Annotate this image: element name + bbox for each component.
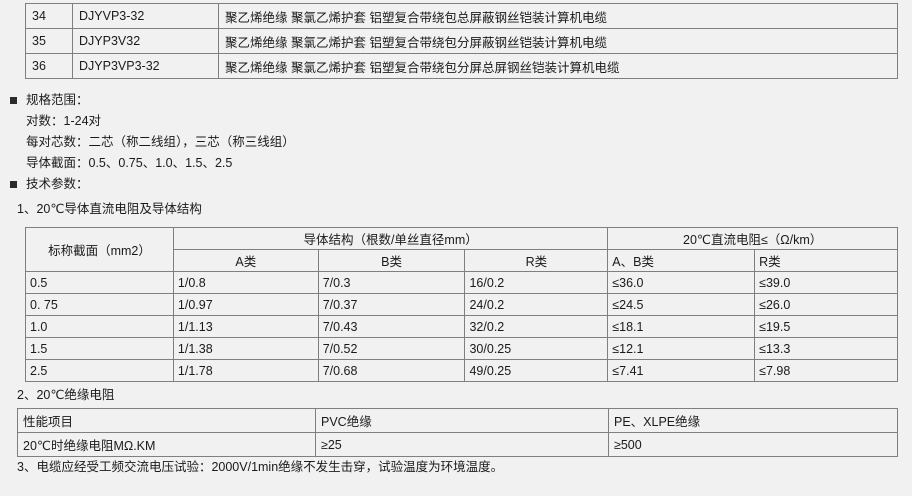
model-row-code: DJYVP3-32 xyxy=(72,3,219,29)
square-bullet-icon xyxy=(10,181,17,188)
cell-class-b: 7/0.68 xyxy=(317,359,466,382)
header-class-ab-resistance: A、B类 xyxy=(607,249,756,272)
tech-parameters-heading-line: 技术参数： xyxy=(10,174,89,195)
voltage-test-note: 3、电缆应经受工频交流电压试验：2000V/1min绝缘不发生击穿，试验温度为环… xyxy=(17,460,504,474)
table-row: 35 DJYP3V32 聚乙烯绝缘 聚氯乙烯护套 铝塑复合带绕包分屏蔽钢丝铠装计… xyxy=(25,28,898,54)
square-bullet-icon xyxy=(10,97,17,104)
cell-class-r: 30/0.25 xyxy=(464,337,609,360)
cell-class-r: 32/0.2 xyxy=(464,315,609,338)
header-class-b: B类 xyxy=(317,249,466,272)
conductor-table-body: 0.5 1/0.8 7/0.3 16/0.2 ≤36.0 ≤39.0 0. 75… xyxy=(25,271,898,382)
model-row-code: DJYP3VP3-32 xyxy=(72,53,219,79)
cell-class-b: 7/0.37 xyxy=(317,293,466,316)
cell-resistance-ab: ≤12.1 xyxy=(607,337,756,360)
tech-parameters-block: 技术参数： xyxy=(10,174,89,195)
header-dc-resistance-group: 20℃直流电阻≤（Ω/km） xyxy=(607,227,898,250)
cell-resistance-r: ≤7.98 xyxy=(754,359,898,382)
tech-parameters-heading: 技术参数： xyxy=(26,177,89,191)
cell-pe-value: ≥500 xyxy=(608,432,898,457)
cell-resistance-r: ≤39.0 xyxy=(754,271,898,294)
conductor-table-head: 标称截面（mm2） 导体结构（根数/单丝直径mm） 20℃直流电阻≤（Ω/km）… xyxy=(25,227,898,272)
cell-class-b: 7/0.52 xyxy=(317,337,466,360)
table-row: 1.5 1/1.38 7/0.52 30/0.25 ≤12.1 ≤13.3 xyxy=(25,337,898,360)
header-nominal-section: 标称截面（mm2） xyxy=(25,227,174,272)
conductor-resistance-table: 标称截面（mm2） 导体结构（根数/单丝直径mm） 20℃直流电阻≤（Ω/km）… xyxy=(25,227,898,382)
cell-class-b: 7/0.3 xyxy=(317,271,466,294)
header-conductor-structure-group: 导体结构（根数/单丝直径mm） xyxy=(172,227,609,250)
cell-resistance-r: ≤26.0 xyxy=(754,293,898,316)
model-row-number: 35 xyxy=(25,28,73,54)
cell-resistance-r: ≤13.3 xyxy=(754,337,898,360)
spec-pair-count: 对数：1-24对 xyxy=(26,114,102,128)
insulation-table-body: 20℃时绝缘电阻MΩ.KM ≥25 ≥500 xyxy=(17,432,898,457)
spec-cores-per-pair: 每对芯数：二芯（称二线组），三芯（称三线组） xyxy=(26,135,295,149)
spec-range-item-line: 对数：1-24对 xyxy=(10,111,295,132)
spec-range-item-line: 导体截面：0.5、0.75、1.0、1.5、2.5 xyxy=(10,153,295,174)
model-table-body: 34 DJYVP3-32 聚乙烯绝缘 聚氯乙烯护套 铝塑复合带绕包总屏蔽钢丝铠装… xyxy=(25,3,898,79)
cell-class-r: 16/0.2 xyxy=(464,271,609,294)
insulation-resistance-table: 性能项目 PVC绝缘 PE、XLPE绝缘 20℃时绝缘电阻MΩ.KM ≥25 ≥… xyxy=(17,408,898,457)
cell-nominal-section: 0. 75 xyxy=(25,293,174,316)
table-header-row: 标称截面（mm2） 导体结构（根数/单丝直径mm） 20℃直流电阻≤（Ω/km） xyxy=(25,227,898,272)
table-row: 34 DJYVP3-32 聚乙烯绝缘 聚氯乙烯护套 铝塑复合带绕包总屏蔽钢丝铠装… xyxy=(25,3,898,29)
cell-resistance-ab: ≤18.1 xyxy=(607,315,756,338)
spec-range-heading-line: 规格范围： xyxy=(10,90,295,111)
cell-resistance-ab: ≤36.0 xyxy=(607,271,756,294)
table-row: 1.0 1/1.13 7/0.43 32/0.2 ≤18.1 ≤19.5 xyxy=(25,315,898,338)
cell-nominal-section: 1.0 xyxy=(25,315,174,338)
model-row-description: 聚乙烯绝缘 聚氯乙烯护套 铝塑复合带绕包分屏蔽钢丝铠装计算机电缆 xyxy=(218,28,898,54)
insulation-table-head: 性能项目 PVC绝缘 PE、XLPE绝缘 xyxy=(17,408,898,433)
cell-class-r: 49/0.25 xyxy=(464,359,609,382)
model-row-code: DJYP3V32 xyxy=(72,28,219,54)
model-row-description: 聚乙烯绝缘 聚氯乙烯护套 铝塑复合带绕包分屏总屏钢丝铠装计算机电缆 xyxy=(218,53,898,79)
model-row-number: 34 xyxy=(25,3,73,29)
table-row: 20℃时绝缘电阻MΩ.KM ≥25 ≥500 xyxy=(17,432,898,457)
model-row-description: 聚乙烯绝缘 聚氯乙烯护套 铝塑复合带绕包总屏蔽钢丝铠装计算机电缆 xyxy=(218,3,898,29)
spec-range-item-line: 每对芯数：二芯（称二线组），三芯（称三线组） xyxy=(10,132,295,153)
header-class-a: A类 xyxy=(172,249,319,272)
cell-class-a: 1/1.78 xyxy=(172,359,319,382)
cell-resistance-ab: ≤7.41 xyxy=(607,359,756,382)
table-row: 2.5 1/1.78 7/0.68 49/0.25 ≤7.41 ≤7.98 xyxy=(25,359,898,382)
conductor-section-heading: 1、20℃导体直流电阻及导体结构 xyxy=(17,202,202,216)
cell-pvc-value: ≥25 xyxy=(315,432,609,457)
cell-class-a: 1/1.38 xyxy=(172,337,319,360)
cell-class-a: 1/0.8 xyxy=(172,271,319,294)
insulation-section-heading: 2、20℃绝缘电阻 xyxy=(17,388,115,402)
spec-range-block: 规格范围： 对数：1-24对 每对芯数：二芯（称二线组），三芯（称三线组） 导体… xyxy=(10,90,295,174)
spec-conductor-section: 导体截面：0.5、0.75、1.0、1.5、2.5 xyxy=(26,156,233,170)
table-header-row: 性能项目 PVC绝缘 PE、XLPE绝缘 xyxy=(17,408,898,433)
cell-nominal-section: 2.5 xyxy=(25,359,174,382)
cell-resistance-ab: ≤24.5 xyxy=(607,293,756,316)
cell-resistance-r: ≤19.5 xyxy=(754,315,898,338)
model-row-number: 36 xyxy=(25,53,73,79)
table-row: 0. 75 1/0.97 7/0.37 24/0.2 ≤24.5 ≤26.0 xyxy=(25,293,898,316)
cell-class-r: 24/0.2 xyxy=(464,293,609,316)
header-pe-xlpe-insulation: PE、XLPE绝缘 xyxy=(608,408,898,433)
cable-model-table: 34 DJYVP3-32 聚乙烯绝缘 聚氯乙烯护套 铝塑复合带绕包总屏蔽钢丝铠装… xyxy=(25,3,898,79)
header-class-r-resistance: R类 xyxy=(754,249,898,272)
table-row: 0.5 1/0.8 7/0.3 16/0.2 ≤36.0 ≤39.0 xyxy=(25,271,898,294)
cell-nominal-section: 1.5 xyxy=(25,337,174,360)
cell-class-a: 1/0.97 xyxy=(172,293,319,316)
header-class-r: R类 xyxy=(464,249,609,272)
spec-range-heading: 规格范围： xyxy=(26,93,89,107)
cell-class-b: 7/0.43 xyxy=(317,315,466,338)
cell-nominal-section: 0.5 xyxy=(25,271,174,294)
table-row: 36 DJYP3VP3-32 聚乙烯绝缘 聚氯乙烯护套 铝塑复合带绕包分屏总屏钢… xyxy=(25,53,898,79)
cell-performance-item: 20℃时绝缘电阻MΩ.KM xyxy=(17,432,316,457)
header-pvc-insulation: PVC绝缘 xyxy=(315,408,609,433)
cell-class-a: 1/1.13 xyxy=(172,315,319,338)
header-performance-item: 性能项目 xyxy=(17,408,316,433)
table-header-row: A类 B类 R类 A、B类 R类 xyxy=(26,249,898,272)
